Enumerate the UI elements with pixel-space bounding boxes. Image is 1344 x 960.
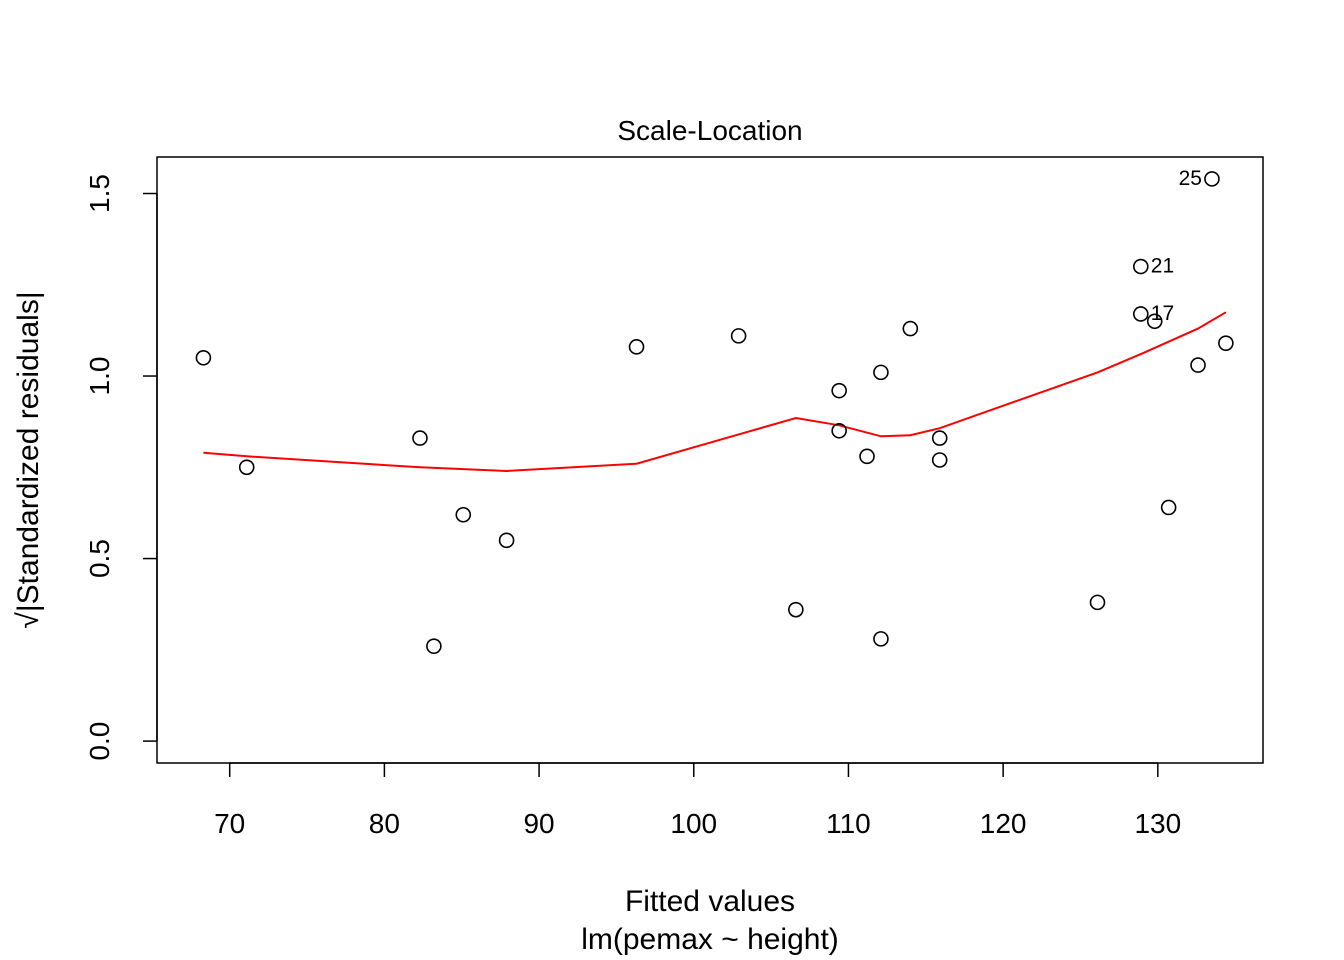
data-point: [1089, 594, 1106, 611]
chart-title: Scale-Location: [617, 115, 802, 146]
plot-frame: [156, 156, 1264, 764]
x-tick-label: 90: [523, 808, 554, 839]
data-point: [628, 339, 645, 355]
data-point: [873, 631, 889, 647]
data-point: [1218, 335, 1234, 351]
data-point: [1204, 171, 1220, 187]
data-point: [873, 364, 889, 381]
data-point: [195, 349, 212, 366]
y-tick-label: 1.0: [84, 357, 115, 396]
data-point: [1132, 306, 1149, 322]
data-point: [788, 601, 804, 618]
smooth-line: [203, 311, 1227, 473]
point-label: 17: [1151, 302, 1174, 325]
y-tick-label: 0.0: [84, 722, 115, 761]
x-tick-label: 80: [369, 808, 400, 839]
data-point: [1146, 313, 1163, 330]
data-point: [831, 422, 847, 439]
data-point: [455, 506, 472, 523]
x-axis-title: Fitted values: [625, 885, 795, 918]
x-tick-label: 130: [1134, 808, 1181, 839]
point-labels: 21 17 25: [1151, 167, 1202, 325]
y-tick-label: 0.5: [84, 539, 115, 578]
point-label: 21: [1151, 255, 1174, 278]
data-point: [426, 638, 442, 654]
data-point: [1190, 357, 1206, 373]
data-point: [1132, 258, 1149, 275]
y-axis: 0.0 0.5 1.0 1.5: [84, 174, 158, 761]
data-point: [831, 382, 847, 399]
data-point: [498, 532, 515, 549]
y-tick-label: 1.5: [84, 174, 115, 213]
data-point: [1160, 499, 1177, 516]
x-axis: 70 80 90 100 110 120 130: [214, 762, 1181, 839]
data-point: [859, 448, 875, 465]
x-axis-subtitle: lm(pemax ~ height): [581, 923, 839, 956]
point-label: 25: [1179, 167, 1202, 190]
x-tick-label: 120: [980, 808, 1027, 839]
x-tick-label: 70: [214, 808, 245, 839]
data-point: [238, 459, 255, 476]
x-tick-label: 100: [670, 808, 717, 839]
data-point: [931, 452, 948, 468]
data-points: [195, 171, 1234, 654]
data-point: [931, 430, 948, 446]
x-tick-label: 110: [826, 808, 871, 839]
y-axis-title: √|Standardized residuals|: [12, 291, 45, 628]
data-point: [730, 328, 747, 344]
data-point: [902, 320, 919, 337]
data-point: [412, 430, 428, 446]
